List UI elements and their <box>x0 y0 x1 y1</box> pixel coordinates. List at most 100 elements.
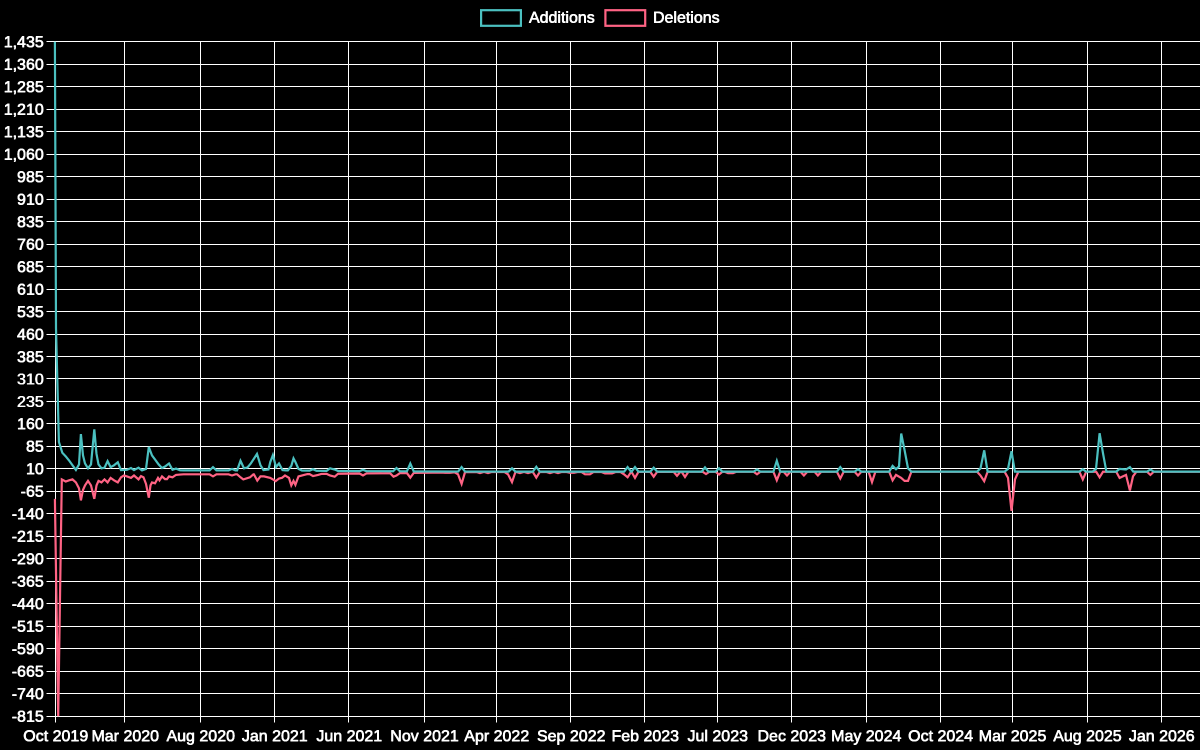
svg-text:Jan 2021: Jan 2021 <box>242 729 308 746</box>
svg-text:-65: -65 <box>20 484 43 501</box>
svg-text:Sep 2022: Sep 2022 <box>537 729 606 746</box>
svg-text:1,435: 1,435 <box>4 35 44 52</box>
svg-text:Aug 2020: Aug 2020 <box>166 729 235 746</box>
svg-text:-65: -65 <box>20 484 43 501</box>
svg-text:610: 610 <box>17 281 44 298</box>
svg-text:685: 685 <box>17 259 44 276</box>
svg-text:535: 535 <box>17 304 44 321</box>
svg-text:-740: -740 <box>11 686 43 703</box>
svg-text:Feb 2023: Feb 2023 <box>612 728 680 745</box>
svg-text:1,135: 1,135 <box>3 124 43 141</box>
svg-text:Nov 2021: Nov 2021 <box>391 728 460 745</box>
svg-text:-740: -740 <box>11 686 43 703</box>
svg-text:Dec 2023: Dec 2023 <box>757 729 826 746</box>
svg-text:Jul 2023: Jul 2023 <box>688 729 749 746</box>
svg-text:10: 10 <box>26 461 44 478</box>
svg-text:Deletions: Deletions <box>653 10 720 27</box>
svg-text:535: 535 <box>17 304 44 321</box>
svg-text:Oct 2019: Oct 2019 <box>23 729 88 746</box>
svg-text:-815: -815 <box>12 708 44 725</box>
svg-text:Jan 2026: Jan 2026 <box>1129 728 1195 745</box>
svg-text:1,060: 1,060 <box>4 146 44 163</box>
svg-text:-590: -590 <box>11 641 43 658</box>
svg-text:10: 10 <box>26 461 44 478</box>
svg-text:-440: -440 <box>11 597 43 614</box>
svg-text:1,285: 1,285 <box>4 79 44 96</box>
svg-text:Dec 2023: Dec 2023 <box>758 729 827 746</box>
svg-text:Oct 2024: Oct 2024 <box>908 729 973 746</box>
svg-text:Aug 2020: Aug 2020 <box>166 728 235 745</box>
svg-text:835: 835 <box>17 214 44 231</box>
svg-text:-665: -665 <box>11 664 43 681</box>
svg-text:-590: -590 <box>11 641 43 658</box>
svg-text:Aug 2025: Aug 2025 <box>1053 728 1122 745</box>
svg-text:835: 835 <box>17 214 44 231</box>
svg-text:-590: -590 <box>12 641 44 658</box>
svg-text:1,060: 1,060 <box>4 147 44 164</box>
svg-text:1,210: 1,210 <box>3 102 43 119</box>
svg-text:910: 910 <box>17 192 44 209</box>
svg-text:160: 160 <box>17 417 44 434</box>
svg-text:235: 235 <box>17 394 44 411</box>
svg-text:-515: -515 <box>12 619 44 636</box>
svg-text:1,435: 1,435 <box>4 34 44 51</box>
svg-text:Apr 2022: Apr 2022 <box>465 728 530 745</box>
svg-text:Jun 2021: Jun 2021 <box>316 729 382 746</box>
svg-text:Mar 2025: Mar 2025 <box>979 728 1047 745</box>
svg-text:-365: -365 <box>12 574 44 591</box>
svg-text:1,435: 1,435 <box>3 35 43 52</box>
svg-text:310: 310 <box>17 371 44 388</box>
svg-text:535: 535 <box>17 304 44 321</box>
svg-text:May 2024: May 2024 <box>831 728 901 745</box>
svg-text:1,360: 1,360 <box>3 57 43 74</box>
svg-text:-515: -515 <box>11 619 43 636</box>
svg-text:Aug 2020: Aug 2020 <box>167 729 236 746</box>
svg-text:-590: -590 <box>12 641 44 658</box>
svg-text:Feb 2023: Feb 2023 <box>611 728 679 745</box>
svg-text:-440: -440 <box>12 596 44 613</box>
svg-text:85: 85 <box>26 439 44 456</box>
svg-text:10: 10 <box>26 462 44 479</box>
svg-text:-665: -665 <box>12 664 44 681</box>
svg-text:310: 310 <box>17 371 44 388</box>
svg-text:235: 235 <box>17 394 44 411</box>
svg-text:Mar 2025: Mar 2025 <box>979 729 1047 746</box>
svg-text:85: 85 <box>26 439 44 456</box>
svg-text:1,210: 1,210 <box>4 102 44 119</box>
svg-text:-365: -365 <box>11 574 43 591</box>
svg-text:Mar 2025: Mar 2025 <box>979 728 1047 745</box>
svg-text:Oct 2024: Oct 2024 <box>908 728 973 745</box>
svg-text:Jun 2021: Jun 2021 <box>317 729 383 746</box>
svg-text:-140: -140 <box>12 507 44 524</box>
svg-text:610: 610 <box>17 281 44 298</box>
svg-text:-440: -440 <box>11 596 43 613</box>
svg-text:Jan 2026: Jan 2026 <box>1129 728 1195 745</box>
svg-text:1,435: 1,435 <box>3 34 43 51</box>
svg-text:910: 910 <box>17 191 44 208</box>
svg-text:Mar 2020: Mar 2020 <box>92 729 160 746</box>
svg-text:Nov 2021: Nov 2021 <box>390 728 459 745</box>
svg-text:160: 160 <box>17 417 44 434</box>
svg-text:Mar 2025: Mar 2025 <box>979 729 1047 746</box>
svg-text:Jun 2021: Jun 2021 <box>317 728 383 745</box>
svg-text:May 2024: May 2024 <box>831 728 901 745</box>
svg-text:460: 460 <box>17 327 44 344</box>
svg-text:-215: -215 <box>12 529 44 546</box>
svg-text:985: 985 <box>17 169 44 186</box>
svg-text:-515: -515 <box>12 619 44 636</box>
svg-text:310: 310 <box>17 372 44 389</box>
svg-text:Aug 2025: Aug 2025 <box>1053 728 1122 745</box>
svg-text:685: 685 <box>17 259 44 276</box>
svg-text:1,285: 1,285 <box>4 79 44 96</box>
svg-text:1,360: 1,360 <box>3 57 43 74</box>
svg-text:-740: -740 <box>12 686 44 703</box>
svg-text:Jan 2021: Jan 2021 <box>242 729 308 746</box>
svg-text:1,285: 1,285 <box>3 79 43 96</box>
svg-text:Nov 2021: Nov 2021 <box>390 729 459 746</box>
svg-text:Aug 2025: Aug 2025 <box>1053 729 1122 746</box>
svg-text:Additions: Additions <box>529 10 595 27</box>
svg-text:385: 385 <box>17 349 44 366</box>
svg-text:Sep 2022: Sep 2022 <box>537 728 606 745</box>
svg-text:985: 985 <box>17 169 44 186</box>
svg-text:-215: -215 <box>11 529 43 546</box>
